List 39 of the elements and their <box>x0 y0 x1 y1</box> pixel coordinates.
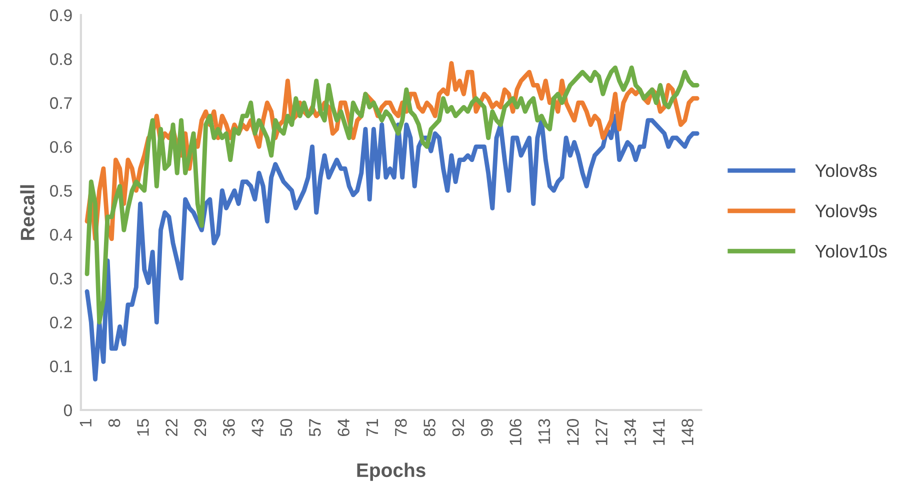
y-tick-label: 0.6 <box>50 141 72 153</box>
x-axis-title: Epochs <box>357 462 426 481</box>
legend-label: Yolov8s <box>815 164 877 178</box>
x-tick-label: 8 <box>108 419 120 427</box>
x-tick-label: 29 <box>194 419 206 436</box>
y-axis-title: Recall <box>20 185 34 240</box>
x-tick-label: 78 <box>394 419 407 436</box>
x-tick-label: 127 <box>596 419 608 445</box>
y-tick-label: 0.7 <box>50 97 72 109</box>
y-tick-label: 0.1 <box>50 360 72 372</box>
x-tick-label: 15 <box>137 419 149 436</box>
line-series <box>84 65 700 324</box>
x-tick-label: 36 <box>223 419 235 436</box>
x-tick-label: 1 <box>80 419 92 426</box>
y-tick-label: 0.9 <box>50 9 72 22</box>
legend-label: Yolov9s <box>815 204 877 218</box>
y-tick-label: 0.2 <box>50 316 72 328</box>
x-tick-label: 92 <box>452 419 464 436</box>
x-tick-label: 113 <box>538 419 550 444</box>
x-tick-label: 106 <box>510 419 522 445</box>
x-tick-label: 148 <box>682 419 694 445</box>
y-tick-label: 0 <box>64 404 72 416</box>
x-tick-label: 141 <box>653 419 665 445</box>
x-tick-label: 71 <box>366 419 378 436</box>
x-tick-label: 99 <box>480 419 493 436</box>
x-tick-label: 22 <box>166 419 178 436</box>
y-tick-label: 0.5 <box>50 184 72 197</box>
x-tick-label: 64 <box>338 418 350 436</box>
x-tick-label: 120 <box>566 418 579 445</box>
x-tick-label: 134 <box>624 418 636 445</box>
x-tick-label: 85 <box>424 419 436 436</box>
y-tick-label: 0.4 <box>50 228 72 241</box>
x-tick-label: 43 <box>252 419 264 436</box>
y-tick-label: 0.8 <box>50 53 72 66</box>
legend-label: Yolov10s <box>815 244 887 258</box>
x-tick-label: 57 <box>309 419 321 436</box>
y-tick-label: 0.3 <box>50 272 72 285</box>
line-series <box>84 114 700 382</box>
x-tick-label: 50 <box>280 418 292 436</box>
